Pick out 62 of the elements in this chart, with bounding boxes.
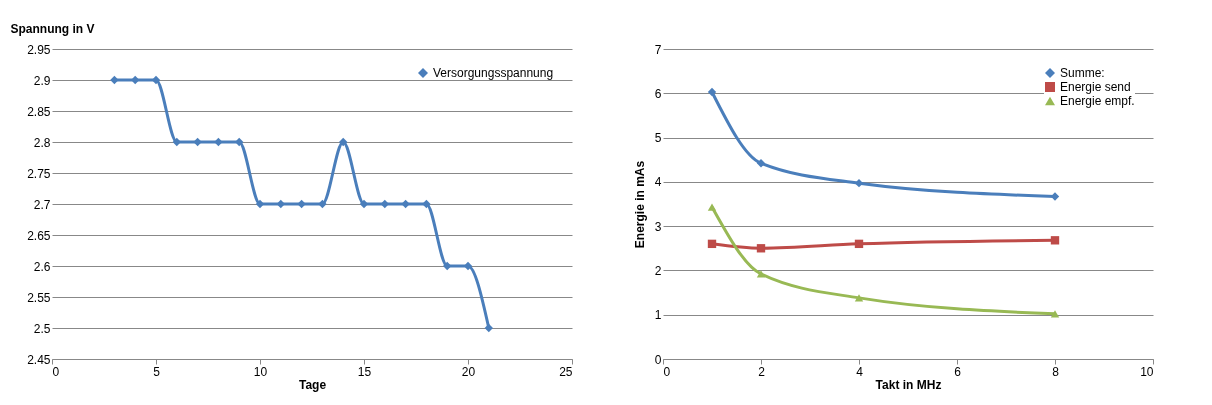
y-tick-label: 2.5 <box>33 321 51 336</box>
x-tick-label: 5 <box>153 364 161 379</box>
legend-label: Energie empf. <box>1060 94 1135 108</box>
y-tick-label: 3 <box>654 219 662 234</box>
x-axis-title: Tage <box>298 377 327 392</box>
y-tick-label: 0 <box>654 352 662 367</box>
x-tick-label: 10 <box>1140 364 1154 379</box>
y-tick-label: 2.95 <box>27 42 51 57</box>
point <box>339 137 348 147</box>
y-tick-label: 6 <box>654 86 662 101</box>
point <box>707 203 717 211</box>
legend-label: Summe: <box>1060 66 1105 80</box>
point <box>854 294 864 302</box>
point <box>401 199 410 209</box>
point <box>854 239 864 249</box>
point <box>756 159 766 168</box>
y-tick-label: 2.45 <box>27 352 51 367</box>
point <box>380 199 389 209</box>
y-tick-label: 2.85 <box>27 104 51 119</box>
legend-label: Energie send <box>1060 80 1131 94</box>
y-tick-label: 2.65 <box>27 228 51 243</box>
x-tick-label: 20 <box>461 364 476 379</box>
point <box>756 270 766 278</box>
x-tick-label: 2 <box>758 364 766 379</box>
point <box>172 137 181 147</box>
y-tick-label: 5 <box>654 131 662 146</box>
point <box>214 137 223 147</box>
x-tick-label: 6 <box>954 364 962 379</box>
legend-label: Versorgungsspannung <box>433 66 554 80</box>
y-tick-label: 2.9 <box>33 73 51 88</box>
point <box>110 75 119 85</box>
point <box>1050 192 1060 201</box>
point <box>235 137 244 147</box>
point <box>756 244 766 253</box>
y-tick-label: 2.55 <box>27 290 51 305</box>
point <box>707 239 717 249</box>
y-axis-title: Spannung in V <box>10 21 95 36</box>
x-tick-label: 8 <box>1052 364 1060 379</box>
point <box>276 199 285 209</box>
y-axis-title: Energie in mAs <box>632 160 647 249</box>
x-tick-label: 25 <box>559 364 573 379</box>
y-tick-label: 7 <box>654 42 662 57</box>
point <box>707 87 717 97</box>
x-axis-title: Takt in MHz <box>875 377 942 392</box>
point <box>131 75 140 85</box>
point <box>422 199 431 209</box>
y-tick-label: 2.6 <box>33 259 51 274</box>
y-tick-label: 1 <box>654 308 662 323</box>
point <box>193 137 202 147</box>
y-tick-label: 2.75 <box>27 166 51 181</box>
point <box>297 199 306 209</box>
y-tick-label: 2.7 <box>33 197 51 212</box>
x-tick-label: 15 <box>357 364 372 379</box>
y-tick-label: 4 <box>654 175 662 190</box>
y-tick-label: 2.8 <box>33 135 51 150</box>
x-tick-label: 4 <box>856 364 864 379</box>
point <box>484 323 493 333</box>
x-tick-label: 10 <box>253 364 268 379</box>
point <box>1050 236 1060 245</box>
point <box>443 261 452 271</box>
y-tick-label: 2 <box>654 263 662 278</box>
point <box>318 199 327 209</box>
